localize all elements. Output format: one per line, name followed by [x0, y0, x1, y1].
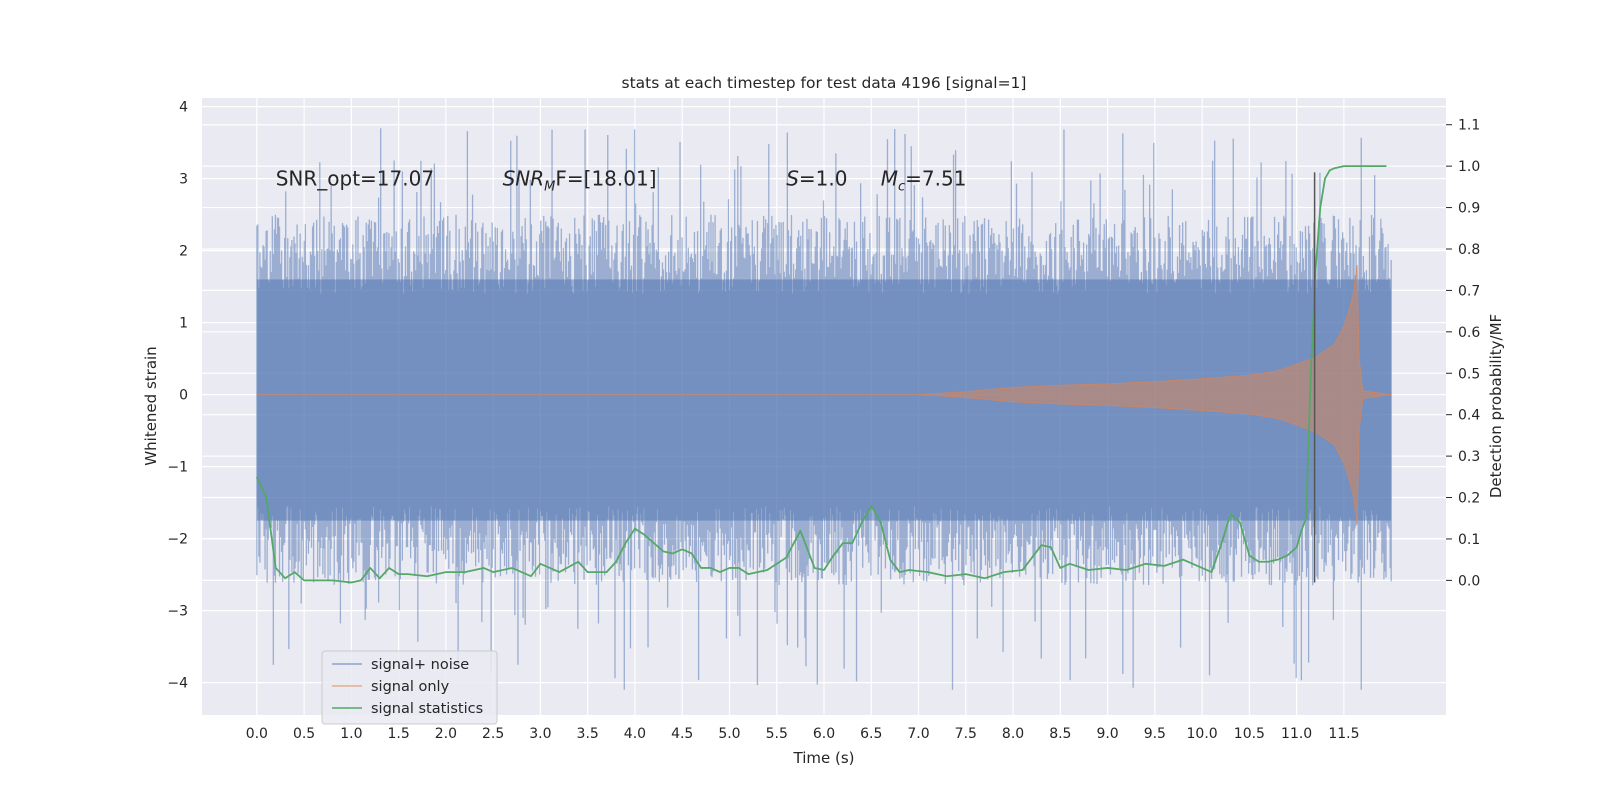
data-layer	[256, 128, 1392, 690]
signal-statistics-series	[256, 165, 1387, 584]
annotation-suffix: =7.51	[905, 167, 966, 191]
annotation-sub: c	[898, 180, 905, 195]
y-tick-label: −3	[167, 604, 188, 620]
annotation-main: M	[881, 167, 898, 191]
x-tick-label: 7.5	[955, 726, 977, 742]
annotations: SNR_opt=17.07 SNRMF=[18.01] S=1.0 Mc=7.51	[276, 167, 967, 195]
x-tick-label: 4.5	[671, 726, 693, 742]
y2-tick-label: 1.0	[1458, 159, 1480, 175]
legend-label-statistics: signal statistics	[371, 701, 483, 717]
x-axis-label: Time (s)	[793, 749, 855, 767]
chart-title: stats at each timestep for test data 419…	[622, 74, 1027, 92]
y-tick-label: −1	[167, 460, 188, 476]
y-tick-label: 3	[179, 172, 188, 188]
annotation-2: S=1.0	[786, 167, 847, 191]
x-tick-label: 8.5	[1049, 726, 1071, 742]
y-tick-label: 4	[179, 100, 188, 116]
x-tick-label: 3.0	[529, 726, 551, 742]
y2-tick-label: 0.0	[1458, 573, 1480, 589]
y-tick-label: −4	[167, 676, 188, 692]
y2-tick-label: 0.5	[1458, 366, 1480, 382]
y-tick-label: 0	[179, 388, 188, 404]
x-tick-label: 11.0	[1281, 726, 1312, 742]
x-tick-label: 6.5	[860, 726, 882, 742]
y2-tick-label: 0.7	[1458, 283, 1480, 299]
annotation-3: Mc=7.51	[881, 167, 967, 195]
y-tick-label: −2	[167, 532, 188, 548]
y2-tick-label: 0.8	[1458, 242, 1480, 258]
x-tick-label: 5.5	[766, 726, 788, 742]
legend-label-noise: signal+ noise	[371, 657, 469, 673]
x-tick-label: 0.5	[293, 726, 315, 742]
x-tick-label: 7.0	[907, 726, 929, 742]
x-tick-label: 1.0	[340, 726, 362, 742]
annotation-sub: M	[544, 180, 555, 195]
x-tick-label: 5.0	[718, 726, 740, 742]
y-axis-label: Whitened strain	[142, 346, 160, 465]
annotation-main: SNR_opt=17.07	[276, 167, 434, 191]
x-tick-label: 0.0	[246, 726, 268, 742]
y2-tick-label: 0.3	[1458, 449, 1480, 465]
legend-label-signal: signal only	[371, 679, 450, 695]
y2-tick-label: 0.6	[1458, 325, 1480, 341]
y2-tick-label: 0.2	[1458, 491, 1480, 507]
x-tick-label: 10.0	[1187, 726, 1218, 742]
annotation-main: SNR	[503, 167, 545, 191]
x-tick-label: 3.5	[577, 726, 599, 742]
y2-tick-label: 0.9	[1458, 201, 1480, 217]
x-tick-label: 6.0	[813, 726, 835, 742]
annotation-main: S	[786, 167, 799, 191]
x-tick-label: 1.5	[387, 726, 409, 742]
x-tick-label: 10.5	[1234, 726, 1265, 742]
x-tick-label: 2.5	[482, 726, 504, 742]
annotation-1: SNRMF=[18.01]	[503, 167, 657, 195]
legend-frame	[321, 650, 498, 725]
y-tick-label: 1	[179, 316, 188, 332]
signal-only-series	[256, 264, 1392, 525]
annotation-0: SNR_opt=17.07	[276, 167, 434, 191]
legend: signal+ noise signal only signal statist…	[321, 650, 498, 725]
y2-tick-label: 1.1	[1458, 118, 1480, 134]
y2-tick-label: 0.4	[1458, 408, 1480, 424]
annotation-suffix: =1.0	[799, 167, 848, 191]
y2-tick-label: 0.1	[1458, 532, 1480, 548]
x-tick-label: 9.5	[1144, 726, 1166, 742]
annotation-suffix: F=[18.01]	[555, 167, 656, 191]
y2-axis-label: Detection probability/MF	[1487, 314, 1505, 498]
axes: 0.0 0.5 1.0 1.5 2.0 2.5 3.0 3.5 4.0 4.5 5.0 5.5 6.0 6…	[167, 100, 1480, 742]
x-tick-label: 8.0	[1002, 726, 1024, 742]
y-tick-label: 2	[179, 244, 188, 260]
x-tick-label: 4.0	[624, 726, 646, 742]
x-tick-label: 2.0	[435, 726, 457, 742]
x-tick-label: 11.5	[1328, 726, 1359, 742]
x-tick-label: 9.0	[1096, 726, 1118, 742]
